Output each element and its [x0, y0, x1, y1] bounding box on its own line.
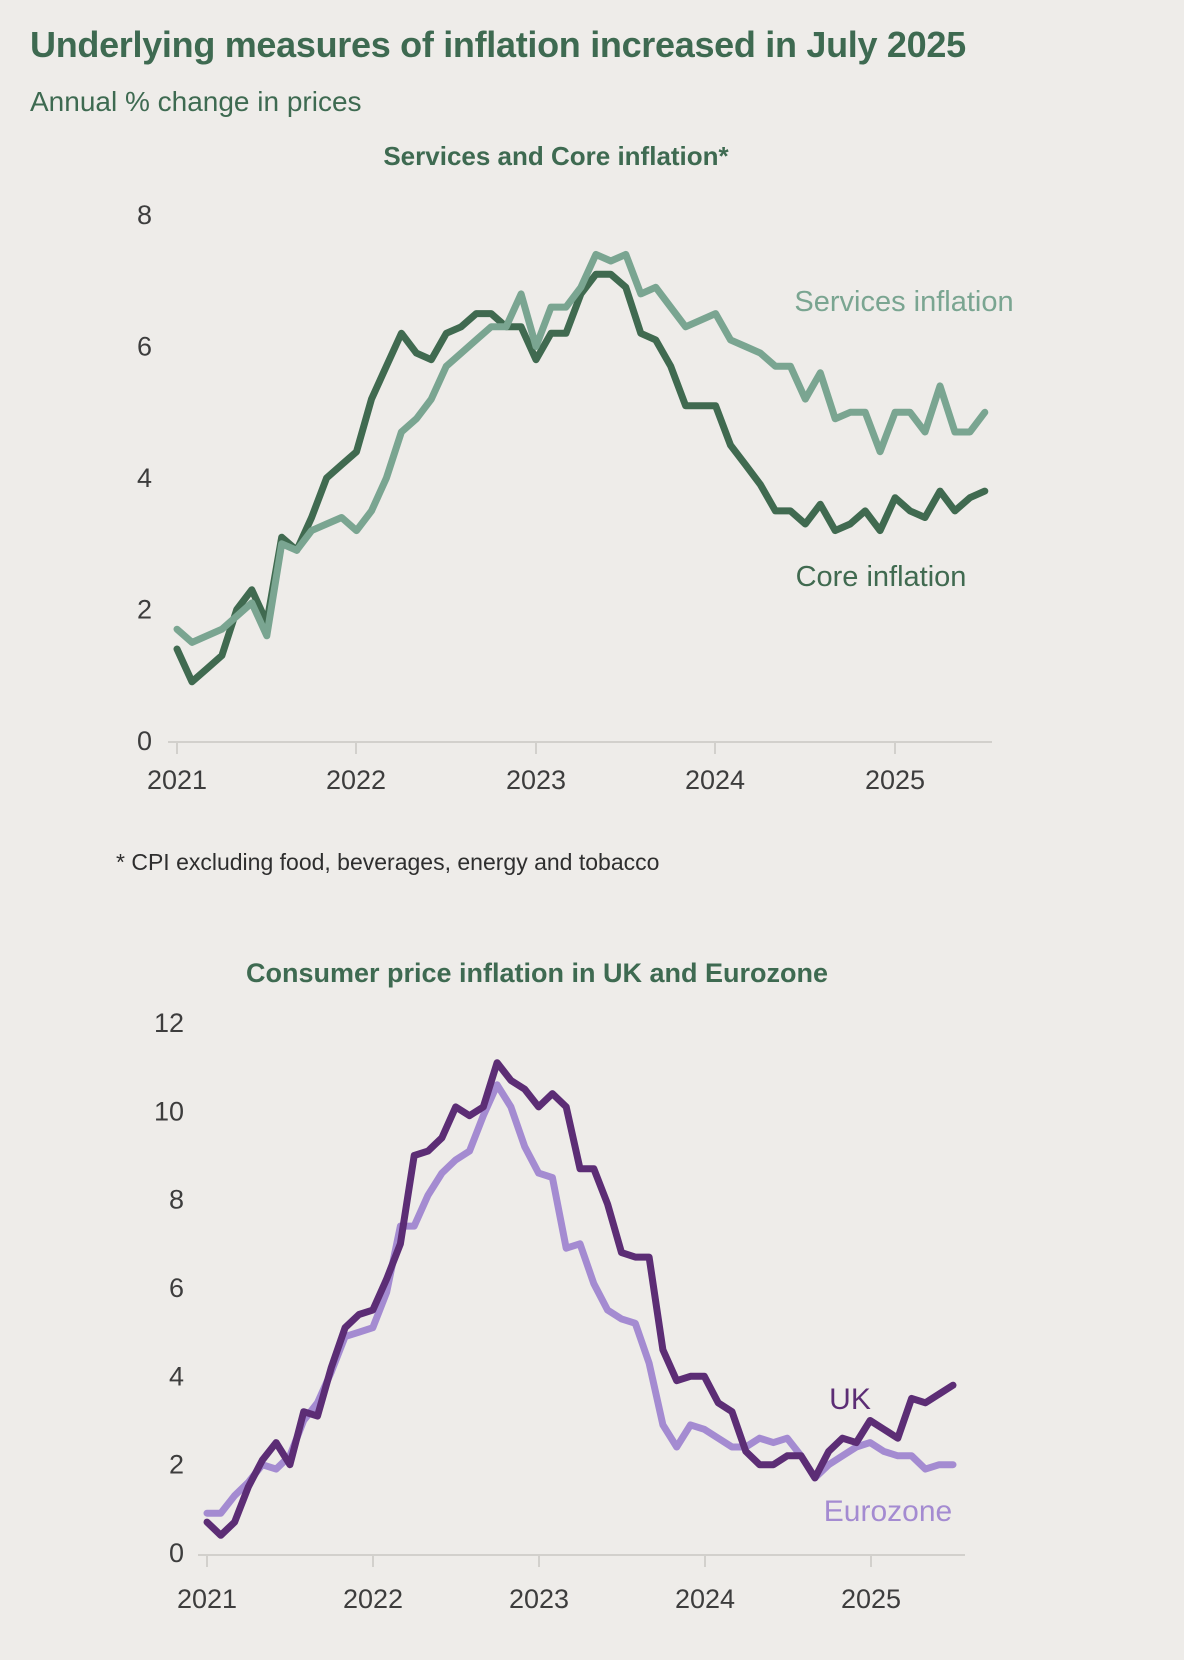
y-tick-label: 10: [154, 1096, 184, 1126]
x-tick-label: 2021: [147, 765, 207, 795]
services-core-inflation-chart: 2021 2022 2023 2024 2025 0 2 4 6 8: [137, 200, 992, 795]
y-tick-label: 6: [169, 1273, 184, 1303]
x-tick-label: 2025: [865, 765, 925, 795]
footnote: * CPI excluding food, beverages, energy …: [116, 849, 660, 875]
y-tick-label: 0: [137, 726, 152, 756]
x-tick-label: 2024: [685, 765, 745, 795]
y-tick-label: 6: [137, 332, 152, 362]
chart2-title: Consumer price inflation in UK and Euroz…: [245, 958, 829, 988]
page-title: Underlying measures of inflation increas…: [30, 24, 966, 65]
services-inflation-label: Services inflation: [794, 286, 1014, 318]
y-tick-label: 2: [169, 1450, 184, 1480]
page-subtitle: Annual % change in prices: [30, 86, 362, 117]
uk-line: [203, 1059, 957, 1539]
x-tick-label: 2023: [506, 765, 566, 795]
y-tick-label: 4: [137, 463, 152, 493]
x-tick-label: 2022: [326, 765, 386, 795]
core-inflation-line: [173, 270, 989, 686]
uk-label: UK: [829, 1383, 871, 1416]
x-tick-label: 2025: [841, 1584, 901, 1614]
eurozone-label: Eurozone: [823, 1495, 953, 1528]
core-inflation-label: Core inflation: [795, 561, 967, 593]
services-inflation-line: [173, 250, 989, 646]
x-tick-label: 2021: [177, 1584, 237, 1614]
y-tick-label: 0: [169, 1538, 184, 1568]
x-tick-label: 2023: [509, 1584, 569, 1614]
y-tick-label: 12: [154, 1008, 184, 1038]
chart1-title: Services and Core inflation*: [383, 141, 729, 171]
y-tick-label: 8: [169, 1185, 184, 1215]
y-tick-label: 2: [137, 595, 152, 625]
x-tick-label: 2022: [343, 1584, 403, 1614]
y-tick-label: 8: [137, 200, 152, 230]
eurozone-line: [203, 1081, 957, 1517]
y-tick-label: 4: [169, 1361, 184, 1391]
uk-eurozone-cpi-chart: 2021 2022 2023 2024 2025 0 2 4 6 8 10 12: [154, 1008, 965, 1614]
x-tick-label: 2024: [675, 1584, 735, 1614]
